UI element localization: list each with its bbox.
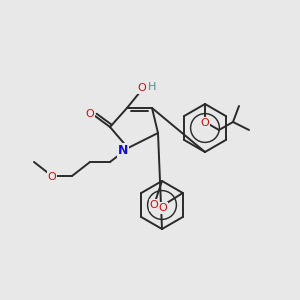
Text: O: O (48, 172, 56, 182)
Text: O: O (85, 109, 94, 119)
Text: O: O (138, 83, 146, 93)
Text: O: O (158, 203, 167, 213)
Text: N: N (118, 143, 128, 157)
Text: O: O (150, 200, 158, 210)
Text: O: O (201, 118, 209, 128)
Text: H: H (148, 82, 156, 92)
